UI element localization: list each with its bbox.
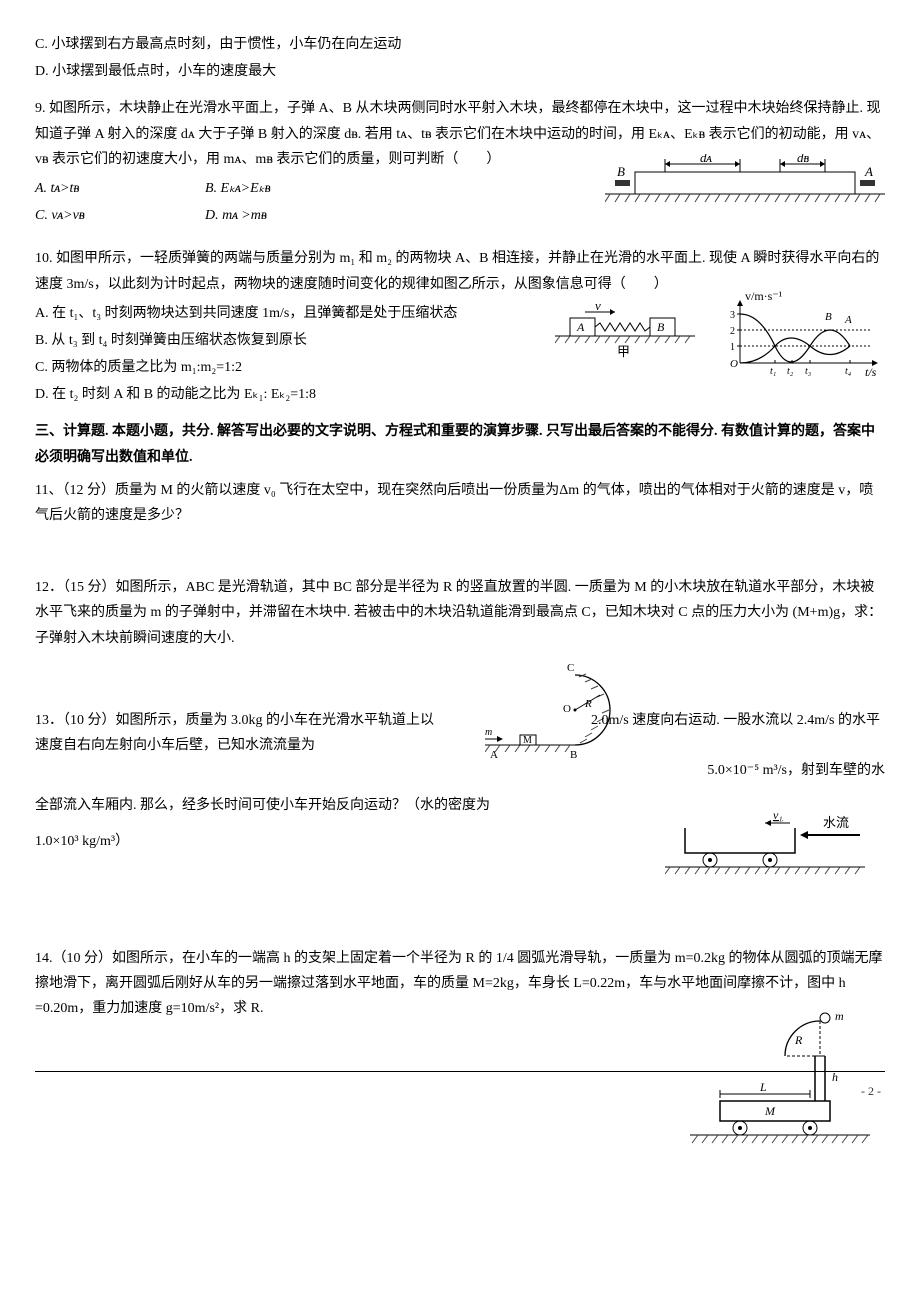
svg-text:t₂: t₂	[787, 366, 794, 377]
q12: 12．（15 分）如图所示，ABC 是光滑轨道，其中 BC 部分是半径为 R 的…	[35, 575, 885, 651]
svg-text:甲: 甲	[617, 344, 630, 358]
svg-text:dᴃ: dᴃ	[797, 154, 810, 165]
svg-text:B: B	[617, 164, 625, 179]
q8-option-c: C. 小球摆到右方最高点时刻，由于惯性，小车仍在向左运动	[35, 32, 885, 57]
q13: 13．（10 分）如图所示，质量为 3.0kg 的小车在光滑水平轨道上以 2.0…	[35, 708, 885, 854]
svg-text:t₃: t₃	[805, 366, 812, 377]
svg-text:t₄: t₄	[845, 366, 852, 377]
svg-text:A: A	[576, 320, 585, 334]
q13-line1a: 13．（10 分）如图所示，质量为 3.0kg 的小车在光滑水平轨道上以	[35, 713, 434, 728]
svg-text:t/s: t/s	[865, 365, 877, 378]
svg-text:R: R	[794, 1033, 803, 1047]
q14: 14.（10 分）如图所示，在小车的一端高 h 的支架上固定着一个半径为 R 的…	[35, 946, 885, 1022]
page-number: - 2 -	[857, 1081, 885, 1103]
section3-heading: 三、计算题. 本题小题，共分. 解答写出必要的文字说明、方程式和重要的演算步骤.…	[35, 419, 885, 469]
svg-text:dᴀ: dᴀ	[700, 154, 713, 165]
q8-option-d: D. 小球摆到最低点时，小车的速度最大	[35, 59, 885, 84]
svg-text:M: M	[764, 1104, 776, 1118]
svg-text:A: A	[864, 164, 873, 179]
svg-text:v/m·s⁻¹: v/m·s⁻¹	[745, 289, 783, 303]
q11: 11、（12 分）质量为 M 的火箭以速度 v₀ 飞行在太空中，现在突然向后喷出…	[35, 478, 885, 528]
q10-figure-乙: v/m·s⁻¹ t/s O 1 2 3 A B t₁ t₂ t₃ t₄	[720, 288, 885, 387]
svg-text:L: L	[759, 1080, 767, 1094]
svg-text:O: O	[730, 358, 738, 370]
q9: 9. 如图所示，木块静止在光滑水平面上，子弹 A、B 从木块两侧同时水平射入木块…	[35, 96, 885, 228]
svg-text:2: 2	[730, 326, 735, 337]
svg-text:1: 1	[730, 342, 735, 353]
svg-text:3: 3	[730, 310, 735, 321]
svg-text:v₁: v₁	[773, 813, 783, 822]
q9-figure: dᴀ dᴃ B A	[605, 154, 885, 218]
q9-svg: dᴀ dᴃ B A	[605, 154, 885, 209]
q10-figure-甲: v A B 甲	[555, 298, 705, 367]
q10: 10. 如图甲所示，一轻质弹簧的两端与质量分别为 m₁ 和 m₂ 的两物块 A、…	[35, 246, 885, 407]
q13-line1: 13．（10 分）如图所示，质量为 3.0kg 的小车在光滑水平轨道上以 2.0…	[35, 708, 885, 758]
q9-option-a: A. tᴀ>tᴃ	[35, 176, 145, 201]
q9-option-b: B. Eₖᴀ>Eₖᴃ	[205, 176, 315, 201]
q12-text: 12．（15 分）如图所示，ABC 是光滑轨道，其中 BC 部分是半径为 R 的…	[35, 575, 885, 651]
footer-rule	[35, 1071, 885, 1072]
q8-options: C. 小球摆到右方最高点时刻，由于惯性，小车仍在向左运动 D. 小球摆到最低点时…	[35, 32, 885, 84]
q14-figure: R m h M L	[690, 1006, 870, 1165]
svg-text:v: v	[595, 298, 601, 313]
svg-text:水流: 水流	[823, 815, 849, 830]
svg-text:A: A	[844, 314, 852, 326]
q13-figure: v₁ 水流	[665, 813, 865, 892]
q9-option-d: D. mᴀ >mᴃ	[205, 203, 315, 228]
svg-text:C: C	[567, 662, 574, 674]
q9-option-c: C. vᴀ>vᴃ	[35, 203, 145, 228]
svg-text:m: m	[835, 1009, 844, 1023]
q11-text: 11、（12 分）质量为 M 的火箭以速度 v₀ 飞行在太空中，现在突然向后喷出…	[35, 478, 885, 528]
q13-line1c: 5.0×10⁻⁵ m³/s，射到车壁的水	[35, 758, 885, 783]
svg-text:B: B	[657, 320, 665, 334]
svg-text:t₁: t₁	[770, 366, 776, 377]
svg-text:B: B	[825, 311, 832, 323]
